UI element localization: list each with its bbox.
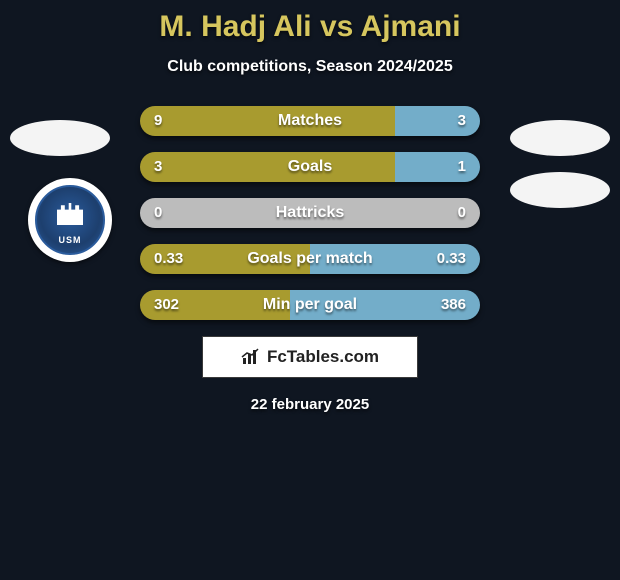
stat-value-right: 0.33: [437, 244, 466, 274]
stat-value-right: 386: [441, 290, 466, 320]
club-logo: USM: [28, 178, 112, 262]
stat-value-right: 3: [458, 106, 466, 136]
brand-text: FcTables.com: [267, 347, 379, 367]
stat-row: Matches9 3: [140, 106, 480, 136]
player-badge-right-1: [510, 120, 610, 156]
stat-value-left: 302: [154, 290, 179, 320]
stats-bars: Matches93Goals31Hattricks00Goals per mat…: [140, 106, 480, 320]
stat-label: Min per goal: [140, 290, 480, 320]
club-logo-abbrev: USM: [59, 235, 82, 245]
stat-value-left: 0.33: [154, 244, 183, 274]
stat-label: Matches: [140, 106, 480, 136]
date-line: 22 february 2025: [0, 396, 620, 413]
stat-label: Hattricks: [140, 198, 480, 228]
page-title: M. Hadj Ali vs Ajmani: [0, 10, 620, 44]
stat-row: Goals3 1: [140, 152, 480, 182]
stat-value-right: 0: [458, 198, 466, 228]
stat-label: Goals: [140, 152, 480, 182]
brand-box[interactable]: FcTables.com: [202, 336, 418, 378]
page-subtitle: Club competitions, Season 2024/2025: [0, 58, 620, 76]
stat-value-left: 3: [154, 152, 162, 182]
player-badge-right-2: [510, 172, 610, 208]
bar-chart-icon: [241, 348, 263, 366]
stat-label: Goals per match: [140, 244, 480, 274]
stat-value-left: 9: [154, 106, 162, 136]
stat-value-left: 0: [154, 198, 162, 228]
stat-row: Hattricks0 0: [140, 198, 480, 228]
stat-row: Min per goal302 386: [140, 290, 480, 320]
player-badge-left: [10, 120, 110, 156]
stat-row: Goals per match0.33 0.33: [140, 244, 480, 274]
stat-value-right: 1: [458, 152, 466, 182]
